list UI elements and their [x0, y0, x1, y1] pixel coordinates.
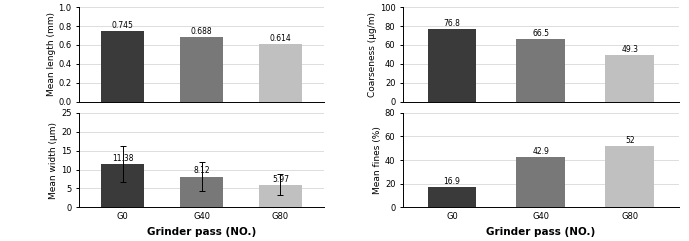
- Text: 0.745: 0.745: [112, 21, 134, 30]
- Text: 49.3: 49.3: [621, 45, 638, 54]
- Bar: [259, 185, 302, 207]
- Bar: [427, 187, 476, 207]
- Bar: [427, 29, 476, 102]
- Y-axis label: Mean width (μm): Mean width (μm): [50, 121, 59, 199]
- Text: 66.5: 66.5: [533, 29, 549, 38]
- Y-axis label: Mean fines (%): Mean fines (%): [373, 126, 382, 194]
- Text: 42.9: 42.9: [533, 147, 549, 155]
- Bar: [606, 146, 655, 207]
- Y-axis label: Mean length (mm): Mean length (mm): [47, 12, 56, 96]
- Bar: [180, 177, 223, 207]
- Text: 52: 52: [625, 136, 635, 145]
- Text: 11.38: 11.38: [112, 154, 134, 163]
- Text: 16.9: 16.9: [444, 177, 460, 186]
- Y-axis label: Coarseness (μg/m): Coarseness (μg/m): [368, 12, 377, 97]
- Bar: [517, 39, 565, 102]
- Bar: [259, 44, 302, 102]
- X-axis label: Grinder pass (NO.): Grinder pass (NO.): [486, 227, 595, 237]
- Bar: [606, 55, 655, 102]
- Text: 76.8: 76.8: [444, 19, 460, 28]
- Text: 8.12: 8.12: [193, 167, 210, 175]
- Text: 0.614: 0.614: [269, 33, 291, 42]
- Bar: [180, 37, 223, 102]
- Bar: [101, 31, 144, 102]
- Text: 5.97: 5.97: [272, 174, 289, 184]
- X-axis label: Grinder pass (NO.): Grinder pass (NO.): [147, 227, 256, 237]
- Bar: [101, 164, 144, 207]
- Bar: [517, 157, 565, 207]
- Text: 0.688: 0.688: [191, 27, 212, 35]
